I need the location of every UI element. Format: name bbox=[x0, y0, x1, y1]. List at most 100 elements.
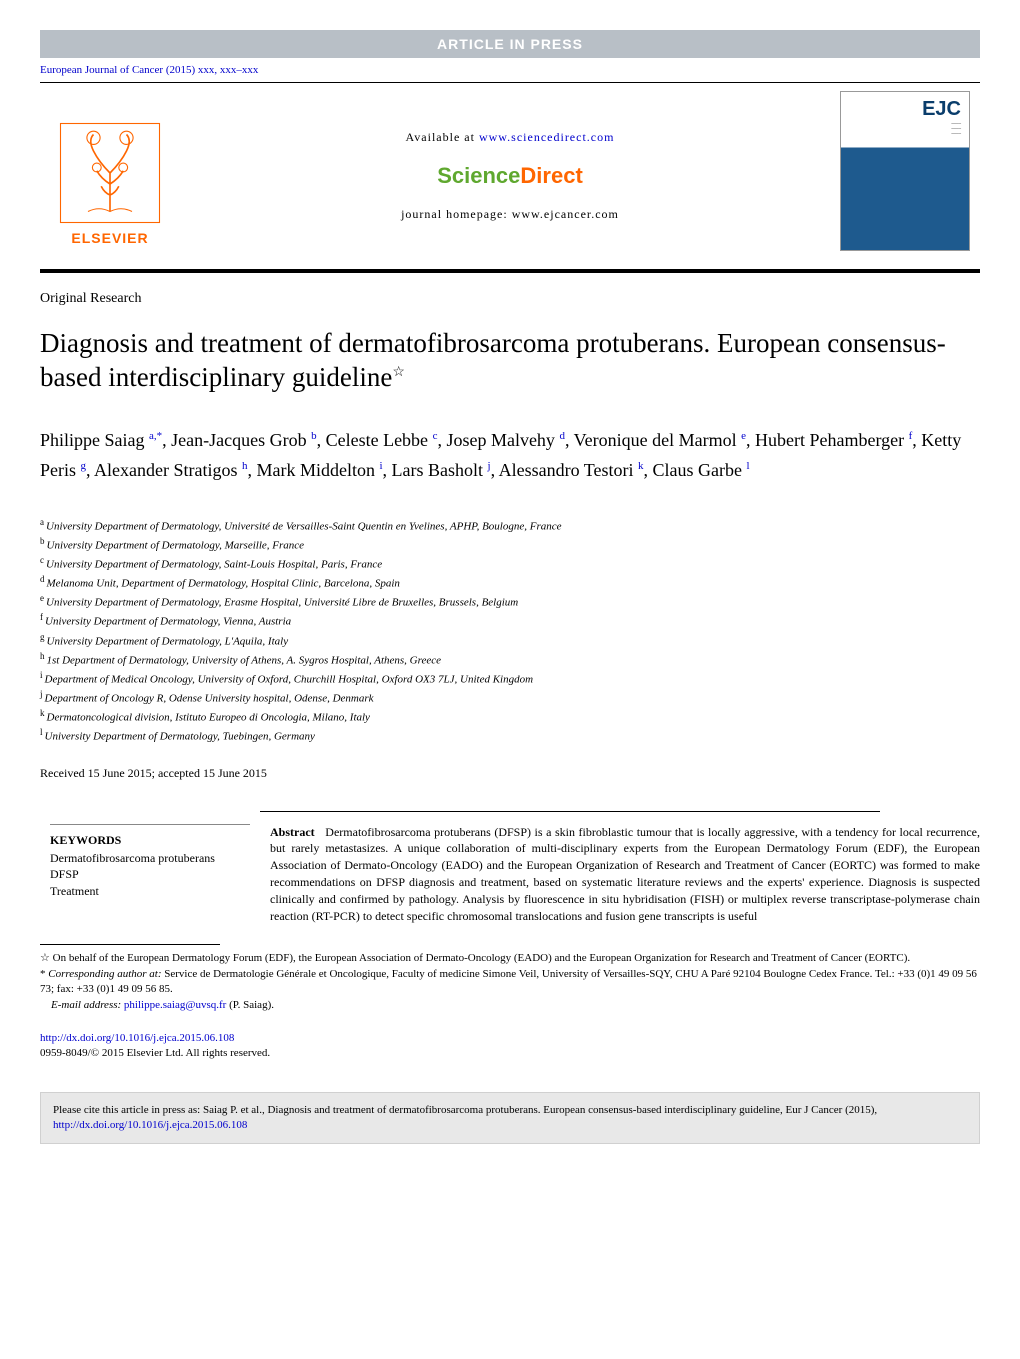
journal-homepage: journal homepage: www.ejcancer.com bbox=[200, 207, 820, 222]
author-name[interactable]: Hubert Pehamberger bbox=[755, 430, 904, 450]
doi-link[interactable]: http://dx.doi.org/10.1016/j.ejca.2015.06… bbox=[40, 1031, 980, 1046]
journal-cover-thumbnail[interactable]: EJC ━━━━━━━━━━━━ bbox=[840, 91, 980, 261]
abstract-text: Abstract Dermatofibrosarcoma protuberans… bbox=[270, 824, 980, 925]
author-affil-sup[interactable]: e bbox=[741, 430, 746, 442]
cover-image: EJC ━━━━━━━━━━━━ bbox=[840, 91, 970, 251]
article-type-label: Original Research bbox=[40, 291, 980, 307]
email-author-suffix: (P. Saiag). bbox=[229, 999, 274, 1011]
footnote-divider bbox=[40, 944, 220, 945]
available-at-text: Available at www.sciencedirect.com bbox=[200, 130, 820, 145]
author-affil-sup[interactable]: h bbox=[242, 460, 248, 472]
affiliation-line: bUniversity Department of Dermatology, M… bbox=[40, 535, 980, 554]
abstract-divider bbox=[260, 811, 880, 812]
title-footnote-star-icon[interactable]: ☆ bbox=[392, 365, 405, 380]
author-affil-sup[interactable]: d bbox=[559, 430, 565, 442]
author-affil-sup[interactable]: b bbox=[311, 430, 317, 442]
affil-sup-letter: i bbox=[40, 670, 43, 680]
keyword-item: Treatment bbox=[50, 883, 250, 900]
copyright-line: 0959-8049/© 2015 Elsevier Ltd. All right… bbox=[40, 1046, 980, 1061]
affiliation-line: iDepartment of Medical Oncology, Univers… bbox=[40, 669, 980, 688]
sd-word-science: Science bbox=[437, 163, 520, 188]
author-name[interactable]: Alexander Stratigos bbox=[94, 460, 237, 480]
author-name[interactable]: Claus Garbe bbox=[653, 460, 742, 480]
author-affil-sup[interactable]: i bbox=[379, 460, 382, 472]
keyword-item: DFSP bbox=[50, 866, 250, 883]
author-name[interactable]: Celeste Lebbe bbox=[326, 430, 428, 450]
sciencedirect-url[interactable]: www.sciencedirect.com bbox=[479, 130, 615, 144]
affiliation-line: h1st Department of Dermatology, Universi… bbox=[40, 650, 980, 669]
received-accepted-dates: Received 15 June 2015; accepted 15 June … bbox=[40, 766, 980, 781]
affiliation-line: eUniversity Department of Dermatology, E… bbox=[40, 592, 980, 611]
footnote-email: E-mail address: philippe.saiag@uvsq.fr (… bbox=[40, 998, 980, 1013]
author-affil-sup[interactable]: c bbox=[433, 430, 438, 442]
author-affil-sup[interactable]: a,* bbox=[149, 430, 162, 442]
keywords-box: KEYWORDS Dermatofibrosarcoma protuberans… bbox=[50, 824, 250, 925]
affil-sup-letter: h bbox=[40, 651, 45, 661]
affiliation-line: fUniversity Department of Dermatology, V… bbox=[40, 611, 980, 630]
affil-sup-letter: j bbox=[40, 689, 43, 699]
affil-sup-letter: l bbox=[40, 727, 43, 737]
journal-header: ELSEVIER Available at www.sciencedirect.… bbox=[40, 82, 980, 273]
affil-sup-letter: a bbox=[40, 517, 44, 527]
ejc-cover-label: EJC bbox=[922, 98, 961, 121]
affil-sup-letter: b bbox=[40, 536, 45, 546]
author-affil-sup[interactable]: k bbox=[638, 460, 644, 472]
keywords-abstract-row: KEYWORDS Dermatofibrosarcoma protuberans… bbox=[40, 824, 980, 925]
sd-word-direct: Direct bbox=[520, 163, 582, 188]
header-center: Available at www.sciencedirect.com Scien… bbox=[200, 130, 820, 222]
author-affil-sup[interactable]: l bbox=[747, 460, 750, 472]
affil-sup-letter: g bbox=[40, 632, 45, 642]
affiliation-line: aUniversity Department of Dermatology, U… bbox=[40, 516, 980, 535]
footnote-star: ☆ On behalf of the European Dermatology … bbox=[40, 951, 980, 966]
keyword-item: Dermatofibrosarcoma protuberans bbox=[50, 850, 250, 867]
author-affil-sup[interactable]: f bbox=[909, 430, 913, 442]
affil-sup-letter: e bbox=[40, 593, 44, 603]
affil-sup-letter: d bbox=[40, 574, 45, 584]
affil-sup-letter: c bbox=[40, 555, 44, 565]
footnote-star-text: On behalf of the European Dermatology Fo… bbox=[53, 952, 911, 964]
journal-reference-link[interactable]: European Journal of Cancer (2015) xxx, x… bbox=[40, 58, 980, 82]
affil-sup-letter: f bbox=[40, 612, 43, 622]
author-name[interactable]: Alessandro Testori bbox=[499, 460, 634, 480]
footnotes-block: ☆ On behalf of the European Dermatology … bbox=[40, 951, 980, 1013]
email-label: E-mail address: bbox=[51, 999, 121, 1011]
corresponding-label: Corresponding author at: bbox=[48, 968, 161, 980]
author-email-link[interactable]: philippe.saiag@uvsq.fr bbox=[124, 999, 226, 1011]
asterisk-symbol-icon: * bbox=[40, 968, 46, 980]
author-list: Philippe Saiag a,*, Jean-Jacques Grob b,… bbox=[40, 425, 980, 486]
author-name[interactable]: Mark Middelton bbox=[256, 460, 375, 480]
affiliation-line: cUniversity Department of Dermatology, S… bbox=[40, 554, 980, 573]
affiliation-list: aUniversity Department of Dermatology, U… bbox=[40, 516, 980, 746]
doi-copyright-block: http://dx.doi.org/10.1016/j.ejca.2015.06… bbox=[40, 1031, 980, 1062]
elsevier-logo[interactable]: ELSEVIER bbox=[40, 106, 180, 246]
article-title: Diagnosis and treatment of dermatofibros… bbox=[40, 327, 980, 395]
affiliation-line: dMelanoma Unit, Department of Dermatolog… bbox=[40, 573, 980, 592]
author-affil-sup[interactable]: g bbox=[81, 460, 87, 472]
author-name[interactable]: Veronique del Marmol bbox=[574, 430, 737, 450]
citation-box: Please cite this article in press as: Sa… bbox=[40, 1092, 980, 1145]
affil-sup-letter: k bbox=[40, 708, 45, 718]
abstract-body: Dermatofibrosarcoma protuberans (DFSP) i… bbox=[270, 825, 980, 923]
affiliation-line: kDermatoncological division, Istituto Eu… bbox=[40, 707, 980, 726]
author-name[interactable]: Josep Malvehy bbox=[446, 430, 554, 450]
corresponding-text: Service de Dermatologie Générale et Onco… bbox=[40, 968, 977, 995]
affiliation-line: gUniversity Department of Dermatology, L… bbox=[40, 631, 980, 650]
title-text: Diagnosis and treatment of dermatofibros… bbox=[40, 328, 946, 392]
elsevier-tree-icon bbox=[55, 118, 165, 228]
sciencedirect-logo[interactable]: ScienceDirect bbox=[200, 163, 820, 189]
elsevier-name: ELSEVIER bbox=[71, 230, 148, 246]
author-name[interactable]: Jean-Jacques Grob bbox=[171, 430, 306, 450]
cover-decorative-text: ━━━━━━━━━━━━ bbox=[951, 122, 961, 136]
affiliation-line: jDepartment of Oncology R, Odense Univer… bbox=[40, 688, 980, 707]
keywords-heading: KEYWORDS bbox=[50, 833, 250, 848]
author-affil-sup[interactable]: j bbox=[488, 460, 491, 472]
author-name[interactable]: Lars Basholt bbox=[392, 460, 484, 480]
article-in-press-banner: ARTICLE IN PRESS bbox=[40, 30, 980, 58]
author-name[interactable]: Philippe Saiag bbox=[40, 430, 145, 450]
footnote-corresponding: * Corresponding author at: Service de De… bbox=[40, 967, 980, 998]
abstract-heading: Abstract bbox=[270, 825, 315, 839]
citation-doi-link[interactable]: http://dx.doi.org/10.1016/j.ejca.2015.06… bbox=[53, 1119, 247, 1131]
available-prefix: Available at bbox=[406, 130, 479, 144]
star-symbol-icon: ☆ bbox=[40, 952, 50, 964]
citation-prefix: Please cite this article in press as: Sa… bbox=[53, 1104, 877, 1116]
